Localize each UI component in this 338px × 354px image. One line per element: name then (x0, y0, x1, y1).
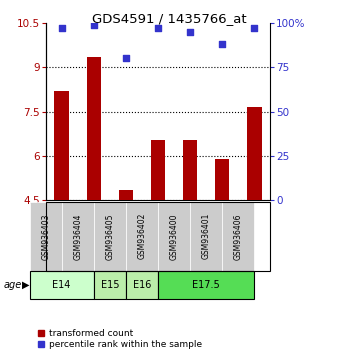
Text: ▶: ▶ (22, 280, 29, 290)
Text: GSM936403: GSM936403 (41, 213, 50, 259)
Text: E15: E15 (101, 280, 119, 290)
Text: GSM936405: GSM936405 (105, 213, 114, 259)
Text: GDS4591 / 1435766_at: GDS4591 / 1435766_at (92, 12, 246, 25)
Bar (215, 159, 230, 200)
Point (251, 25, 257, 31)
Text: E16: E16 (133, 280, 151, 290)
Legend: transformed count, percentile rank within the sample: transformed count, percentile rank withi… (38, 329, 202, 349)
Point (188, 29, 193, 35)
Text: GSM936400: GSM936400 (170, 213, 178, 259)
Text: E14: E14 (52, 280, 71, 290)
Text: GSM936402: GSM936402 (138, 213, 146, 259)
Point (220, 41, 225, 47)
Bar (151, 139, 165, 200)
Text: age: age (3, 280, 22, 290)
Text: GSM936406: GSM936406 (234, 213, 243, 259)
Bar (247, 107, 262, 200)
Bar (183, 139, 197, 200)
Point (155, 25, 161, 31)
Bar (87, 57, 101, 200)
Point (59, 25, 64, 31)
Bar (119, 190, 133, 200)
Point (123, 56, 129, 61)
Bar (54, 91, 69, 200)
Text: GSM936401: GSM936401 (202, 213, 211, 259)
Point (91, 22, 97, 28)
Text: E17.5: E17.5 (192, 280, 220, 290)
Text: GSM936404: GSM936404 (73, 213, 82, 259)
